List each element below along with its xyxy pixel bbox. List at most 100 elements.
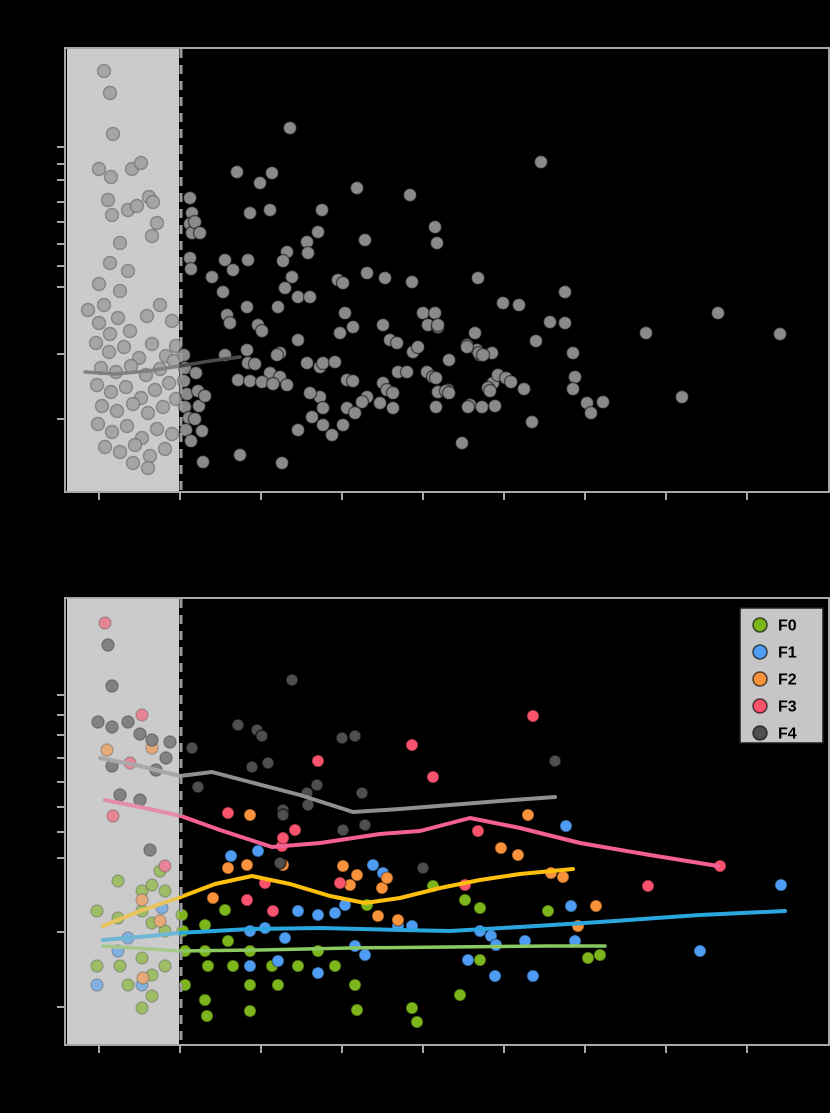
scatter-point-all-samples — [290, 332, 306, 348]
panel-bottom-scatter-by-fibrosis-stage: F0 F1 F2 F3 F4 — [57, 597, 830, 1053]
scatter-point-F4 — [261, 756, 275, 770]
F1-trend-line — [101, 909, 787, 942]
scatter-point-all-samples — [242, 373, 258, 389]
scatter-point-all-samples — [354, 394, 370, 410]
scatter-point-F1 — [243, 959, 257, 973]
scatter-point-F0 — [243, 978, 257, 992]
scatter-point-all-samples — [104, 207, 120, 223]
scatter-point-all-samples — [315, 400, 331, 416]
scatter-point-F1 — [693, 944, 707, 958]
scatter-point-all-samples — [772, 326, 788, 342]
scatter-point-F0 — [198, 918, 212, 932]
scatter-point-all-samples — [91, 161, 107, 177]
scatter-point-F0 — [145, 989, 159, 1003]
scatter-point-F2 — [100, 743, 114, 757]
scatter-point-all-samples — [638, 325, 654, 341]
scatter-point-all-samples — [324, 427, 340, 443]
series-F1 — [90, 819, 788, 992]
scatter-point-F1 — [251, 844, 265, 858]
scatter-point-all-samples — [315, 355, 331, 371]
scatter-point-F3 — [641, 879, 655, 893]
legend: F0 F1 F2 F3 F4 — [739, 607, 824, 744]
scatter-point-all-samples — [335, 275, 351, 291]
scatter-point-F0 — [473, 901, 487, 915]
scatter-point-all-samples — [102, 255, 118, 271]
scatter-point-all-samples — [565, 345, 581, 361]
scatter-point-all-samples — [345, 373, 361, 389]
scatter-point-all-samples — [349, 180, 365, 196]
scatter-point-F1 — [291, 904, 305, 918]
scatter-point-F1 — [348, 939, 362, 953]
scatter-point-all-samples — [482, 383, 498, 399]
scatter-point-F2 — [371, 909, 385, 923]
scatter-point-F3 — [471, 824, 485, 838]
scatter-point-all-samples — [495, 295, 511, 311]
legend-label-F1: F1 — [778, 645, 797, 662]
scatter-point-all-samples — [127, 437, 143, 453]
scatter-point-F4 — [335, 731, 349, 745]
scatter-point-all-samples — [161, 375, 177, 391]
scatter-point-all-samples — [429, 235, 445, 251]
scatter-point-F2 — [494, 841, 508, 855]
scatter-point-all-samples — [428, 399, 444, 415]
scatter-point-F4 — [191, 780, 205, 794]
scatter-point-all-samples — [262, 202, 278, 218]
scatter-point-F4 — [105, 720, 119, 734]
scatter-point-all-samples — [357, 232, 373, 248]
scatter-point-F1 — [488, 969, 502, 983]
scatter-point-all-samples — [192, 225, 208, 241]
scatter-point-F0 — [90, 904, 104, 918]
shaded-region-overlay — [67, 599, 179, 1044]
scatter-point-all-samples — [337, 305, 353, 321]
scatter-point-F2 — [556, 870, 570, 884]
scatter-point-all-samples — [133, 155, 149, 171]
scatter-point-all-samples — [385, 400, 401, 416]
legend-swatch-F0 — [752, 617, 768, 633]
scatter-point-all-samples — [252, 175, 268, 191]
scatter-point-F0 — [541, 904, 555, 918]
scatter-point-all-samples — [583, 405, 599, 421]
scatter-point-F2 — [375, 881, 389, 895]
scatter-point-all-samples — [275, 253, 291, 269]
scatter-point-all-samples — [91, 276, 107, 292]
scatter-point-all-samples — [155, 399, 171, 415]
scatter-point-all-samples — [459, 339, 475, 355]
scatter-point-F0 — [135, 951, 149, 965]
scatter-point-all-samples — [427, 219, 443, 235]
legend-swatch-F4 — [752, 725, 768, 741]
scatter-point-F4 — [548, 754, 562, 768]
panel-top-scatter — [57, 47, 830, 500]
scatter-point-F1 — [311, 966, 325, 980]
scatter-point-all-samples — [279, 377, 295, 393]
scatter-point-F0 — [350, 1003, 364, 1017]
scatter-point-all-samples — [399, 364, 415, 380]
scatter-point-F2 — [350, 868, 364, 882]
scatter-point-all-samples — [460, 399, 476, 415]
scatter-point-all-samples — [524, 414, 540, 430]
scatter-point-all-samples — [239, 342, 255, 358]
scatter-point-all-samples — [100, 192, 116, 208]
scatter-point-all-samples — [145, 194, 161, 210]
scatter-point-all-samples — [102, 85, 118, 101]
scatter-point-F1 — [774, 878, 788, 892]
scatter-point-all-samples — [254, 323, 270, 339]
scatter-point-all-samples — [277, 280, 293, 296]
scatter-point-all-samples — [567, 369, 583, 385]
scatter-point-F2 — [221, 861, 235, 875]
scatter-point-F1 — [366, 858, 380, 872]
scatter-point-F4 — [255, 729, 269, 743]
F4-trend-line — [98, 756, 557, 814]
scatter-point-F0 — [121, 978, 135, 992]
scatter-point-F4 — [145, 733, 159, 747]
scatter-point-F2 — [153, 914, 167, 928]
scatter-point-F0 — [218, 903, 232, 917]
scatter-point-F4 — [159, 751, 173, 765]
scatter-point-all-samples — [80, 302, 96, 318]
scatter-point-F0 — [311, 944, 325, 958]
scatter-point-all-samples — [470, 270, 486, 286]
scatter-point-all-samples — [265, 376, 281, 392]
scatter-point-F3 — [405, 738, 419, 752]
scatter-point-F0 — [113, 959, 127, 973]
